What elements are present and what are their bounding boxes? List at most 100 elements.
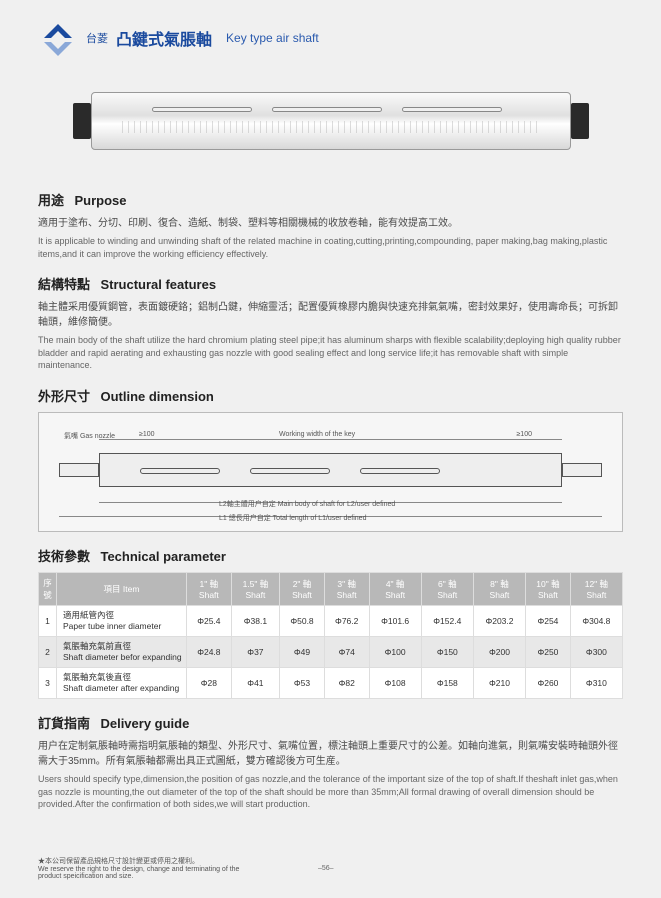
title-en: Structural features [100,277,216,292]
cell-value: Φ37 [231,637,279,668]
page-number: –56– [318,865,334,872]
title-en: Purpose [74,193,126,208]
label-nozzle: 氣嘴 Gas nozzle [64,431,115,441]
title-en: Technical parameter [100,549,225,564]
footer-cn: ★本公司保留產品規格尺寸設計變更或停用之權利。 [38,856,258,866]
cell-value: Φ74 [324,637,369,668]
cell-value: Φ203.2 [473,605,525,636]
cell-value: Φ304.8 [570,605,622,636]
cell-value: Φ100 [369,637,421,668]
cell-value: Φ101.6 [369,605,421,636]
key-slot [140,468,220,474]
table-row: 3氣脹軸充氣後直徑Shaft diameter after expandingΦ… [39,668,623,699]
shaft-key-slot [272,107,382,112]
title-cn: 結構特點 [38,277,90,292]
section-title: 外形尺寸 Outline dimension [38,386,623,406]
section-title: 用途 Purpose [38,190,623,210]
title-en: Delivery guide [100,716,189,731]
title-en: Outline dimension [100,389,213,404]
cell-value: Φ158 [421,668,473,699]
table-header: 10" 軸Shaft [526,572,571,605]
table-header-row: 序號項目 Item1" 軸Shaft1.5" 軸Shaft2" 軸Shaft3"… [39,572,623,605]
shaft-scale [122,121,540,133]
cell-value: Φ53 [280,668,325,699]
cell-value: Φ24.8 [187,637,232,668]
body-cn: 用户在定制氣脹軸時需指明氣脹軸的類型、外形尺寸、氣嘴位置，標注軸頭上重要尺寸的公… [38,739,623,769]
label-working: Working width of the key [279,431,355,438]
section-purpose: 用途 Purpose 適用于塗布、分切、印刷、復合、造紙、制袋、塑料等相關機械的… [38,190,623,260]
shaft-body [91,92,571,150]
cell-value: Φ250 [526,637,571,668]
key-slot [250,468,330,474]
page-header: 台菱 凸鍵式氣脹軸 Key type air shaft [38,20,623,56]
row-num: 1 [39,605,57,636]
shaft-stub [59,463,99,477]
shaft-key-slot [402,107,502,112]
table-header: 6" 軸Shaft [421,572,473,605]
cell-value: Φ82 [324,668,369,699]
table-header: 12" 軸Shaft [570,572,622,605]
label-ge100: ≥100 [139,431,155,438]
page-footer: ★本公司保留產品規格尺寸設計變更或停用之權利。 We reserve the r… [38,856,623,880]
table-header: 8" 軸Shaft [473,572,525,605]
section-tech: 技術參數 Technical parameter 序號項目 Item1" 軸Sh… [38,546,623,699]
label-l2: L2軸主體用户自定 Main body of shaft for L2/user… [219,499,395,509]
title-cn: 外形尺寸 [38,389,90,404]
body-en: The main body of the shaft utilize the h… [38,334,623,372]
body-en: It is applicable to winding and unwindin… [38,235,623,260]
cell-value: Φ25.4 [187,605,232,636]
cell-value: Φ50.8 [280,605,325,636]
table-header: 4" 軸Shaft [369,572,421,605]
title-cn: 技術參數 [38,549,90,564]
table-header: 1" 軸Shaft [187,572,232,605]
section-features: 結構特點 Structural features 軸主體采用優質鋼管，表面鍍硬鉻… [38,274,623,372]
product-photo [38,76,623,166]
cell-value: Φ200 [473,637,525,668]
table-header: 3" 軸Shaft [324,572,369,605]
label-l1: L1 總長用户自定 Total length of L1/user define… [219,513,366,523]
title-cn: 用途 [38,193,64,208]
cell-value: Φ254 [526,605,571,636]
key-slot [360,468,440,474]
cell-value: Φ300 [570,637,622,668]
row-item: 氣脹軸充氣後直徑Shaft diameter after expanding [57,668,187,699]
table-row: 1適用紙管內徑Paper tube inner diameterΦ25.4Φ38… [39,605,623,636]
outline-diagram: 氣嘴 Gas nozzle ≥100 Working width of the … [38,412,623,532]
shaft-end-right [571,103,589,139]
table-header: 序號 [39,572,57,605]
section-title: 技術參數 Technical parameter [38,546,623,566]
section-title: 訂貨指南 Delivery guide [38,713,623,733]
brand-logo-icon [38,20,78,56]
cell-value: Φ108 [369,668,421,699]
footer-en: We reserve the right to the design, chan… [38,866,258,880]
table-header: 2" 軸Shaft [280,572,325,605]
cell-value: Φ76.2 [324,605,369,636]
cell-value: Φ38.1 [231,605,279,636]
shaft-outline [99,453,562,487]
body-en: Users should specify type,dimension,the … [38,773,623,811]
cell-value: Φ28 [187,668,232,699]
shaft-end-left [73,103,91,139]
cell-value: Φ210 [473,668,525,699]
cell-value: Φ260 [526,668,571,699]
table-header: 項目 Item [57,572,187,605]
cell-value: Φ49 [280,637,325,668]
section-title: 結構特點 Structural features [38,274,623,294]
label-ge100: ≥100 [516,431,532,438]
cell-value: Φ152.4 [421,605,473,636]
page-title-cn: 凸鍵式氣脹軸 [116,26,212,50]
body-cn: 軸主體采用優質鋼管，表面鍍硬鉻；鋁制凸鍵，伸縮靈活；配置優質橡膠内膽與快速充排氣… [38,300,623,330]
cell-value: Φ150 [421,637,473,668]
cell-value: Φ310 [570,668,622,699]
row-num: 2 [39,637,57,668]
brand-name: 台菱 [86,30,108,46]
shaft-key-slot [152,107,252,112]
table-row: 2氣脹軸充氣前直徑Shaft diameter befor expandingΦ… [39,637,623,668]
row-item: 適用紙管內徑Paper tube inner diameter [57,605,187,636]
page-title-en: Key type air shaft [226,31,319,45]
body-cn: 適用于塗布、分切、印刷、復合、造紙、制袋、塑料等相關機械的收放卷軸，能有效提高工… [38,216,623,231]
section-delivery: 訂貨指南 Delivery guide 用户在定制氣脹軸時需指明氣脹軸的類型、外… [38,713,623,811]
table-header: 1.5" 軸Shaft [231,572,279,605]
tech-table: 序號項目 Item1" 軸Shaft1.5" 軸Shaft2" 軸Shaft3"… [38,572,623,699]
cell-value: Φ41 [231,668,279,699]
